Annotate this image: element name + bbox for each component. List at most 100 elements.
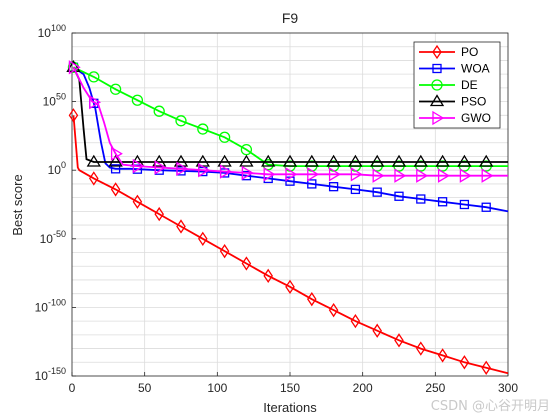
data-point-po [263,268,273,284]
data-point-de [240,143,253,156]
legend-label: PSO [461,95,486,109]
data-point-po [68,108,79,123]
data-point-po [110,182,121,197]
y-tick-label: 10100 [38,23,66,40]
data-point-pso [326,154,341,167]
data-point-gwo [110,146,123,161]
data-point-gwo [459,168,472,183]
data-point-woa [110,164,121,174]
series-gwo [68,60,508,183]
data-point-po [416,341,426,356]
series-po [68,108,509,375]
data-point-de [218,131,231,143]
x-tick-label: 300 [498,381,518,395]
x-tick-label: 100 [207,381,227,395]
data-point-woa [372,187,382,197]
data-point-po [307,291,317,307]
x-tick-label: 150 [280,381,300,395]
legend-swatch-marker [431,79,443,91]
y-axis-label: Best score [10,174,25,235]
data-point-de [175,115,187,127]
legend-item-pso: PSO [419,94,486,109]
legend-swatch-marker [432,110,445,126]
data-point-po [219,243,230,259]
data-point-gwo [394,168,407,183]
axis-ticks: 0 50 100 150 200 250 300 10100 1050 100 10-50 10-10… [35,23,519,395]
data-point-po [481,360,491,375]
x-tick-label: 50 [138,381,152,395]
legend-item-gwo: GWO [419,110,491,126]
data-point-pso [348,154,363,167]
data-point-woa [437,197,448,207]
data-point-woa [481,202,491,212]
data-point-gwo [285,167,298,182]
x-tick-label: 250 [425,381,445,395]
data-point-pso [152,154,167,167]
series-line-woa [72,66,509,213]
x-tick-label: 0 [69,381,76,395]
data-point-de [109,83,122,95]
data-point-po [198,231,208,246]
data-point-gwo [89,95,102,110]
y-tick-label: 10-50 [40,229,66,246]
data-point-de [88,71,100,83]
data-point-po [350,313,361,329]
data-point-de [197,123,209,135]
legend-swatch-marker [432,63,442,74]
series-line-po [72,115,509,375]
data-point-gwo [198,163,211,178]
data-point-pso [304,154,319,167]
data-point-woa [307,179,317,189]
data-point-gwo [176,161,189,176]
data-point-pso [239,154,254,167]
data-point-po [154,206,164,222]
data-point-gwo [132,158,145,174]
data-point-gwo [219,164,232,179]
data-point-gwo [437,168,450,183]
data-point-de [131,94,144,106]
chart-title: F9 [282,10,299,26]
legend-item-de: DE [419,78,478,92]
data-point-pso [108,154,123,167]
data-point-pso [391,154,407,167]
data-point-gwo [416,168,429,183]
y-tick-label: 1050 [43,92,66,109]
data-point-pso [457,154,472,167]
data-point-de [153,105,165,117]
data-point-gwo [481,168,494,183]
data-point-pso [86,154,101,167]
data-point-po [437,348,448,363]
data-point-pso [370,154,385,167]
legend-item-po: PO [419,44,478,60]
legend-swatch-marker [429,94,445,107]
x-tick-label: 200 [353,381,373,395]
data-point-po [459,355,470,370]
data-point-po [372,323,382,338]
legend-label: DE [461,78,478,92]
data-point-gwo [328,167,341,182]
series [66,60,509,375]
data-point-po [176,219,186,234]
legend-label: PO [461,45,478,59]
y-tick-label: 10-100 [35,297,66,314]
data-point-gwo [154,160,167,175]
legend-label: WOA [461,62,490,76]
data-point-po [328,302,339,318]
data-point-woa [328,182,339,192]
data-point-pso [413,154,428,167]
data-point-woa [394,191,404,201]
data-point-woa [459,199,470,210]
data-point-po [285,279,295,294]
data-point-woa [416,194,426,204]
y-tick-label: 10-150 [35,366,66,383]
data-point-po [132,194,143,209]
data-point-pso [261,154,276,167]
data-point-gwo [350,167,363,182]
data-point-woa [350,184,361,195]
legend-label: GWO [461,111,491,125]
data-point-pso [217,154,232,167]
legend-swatch-marker [432,44,442,60]
data-point-gwo [372,168,385,183]
data-point-pso [435,154,450,167]
